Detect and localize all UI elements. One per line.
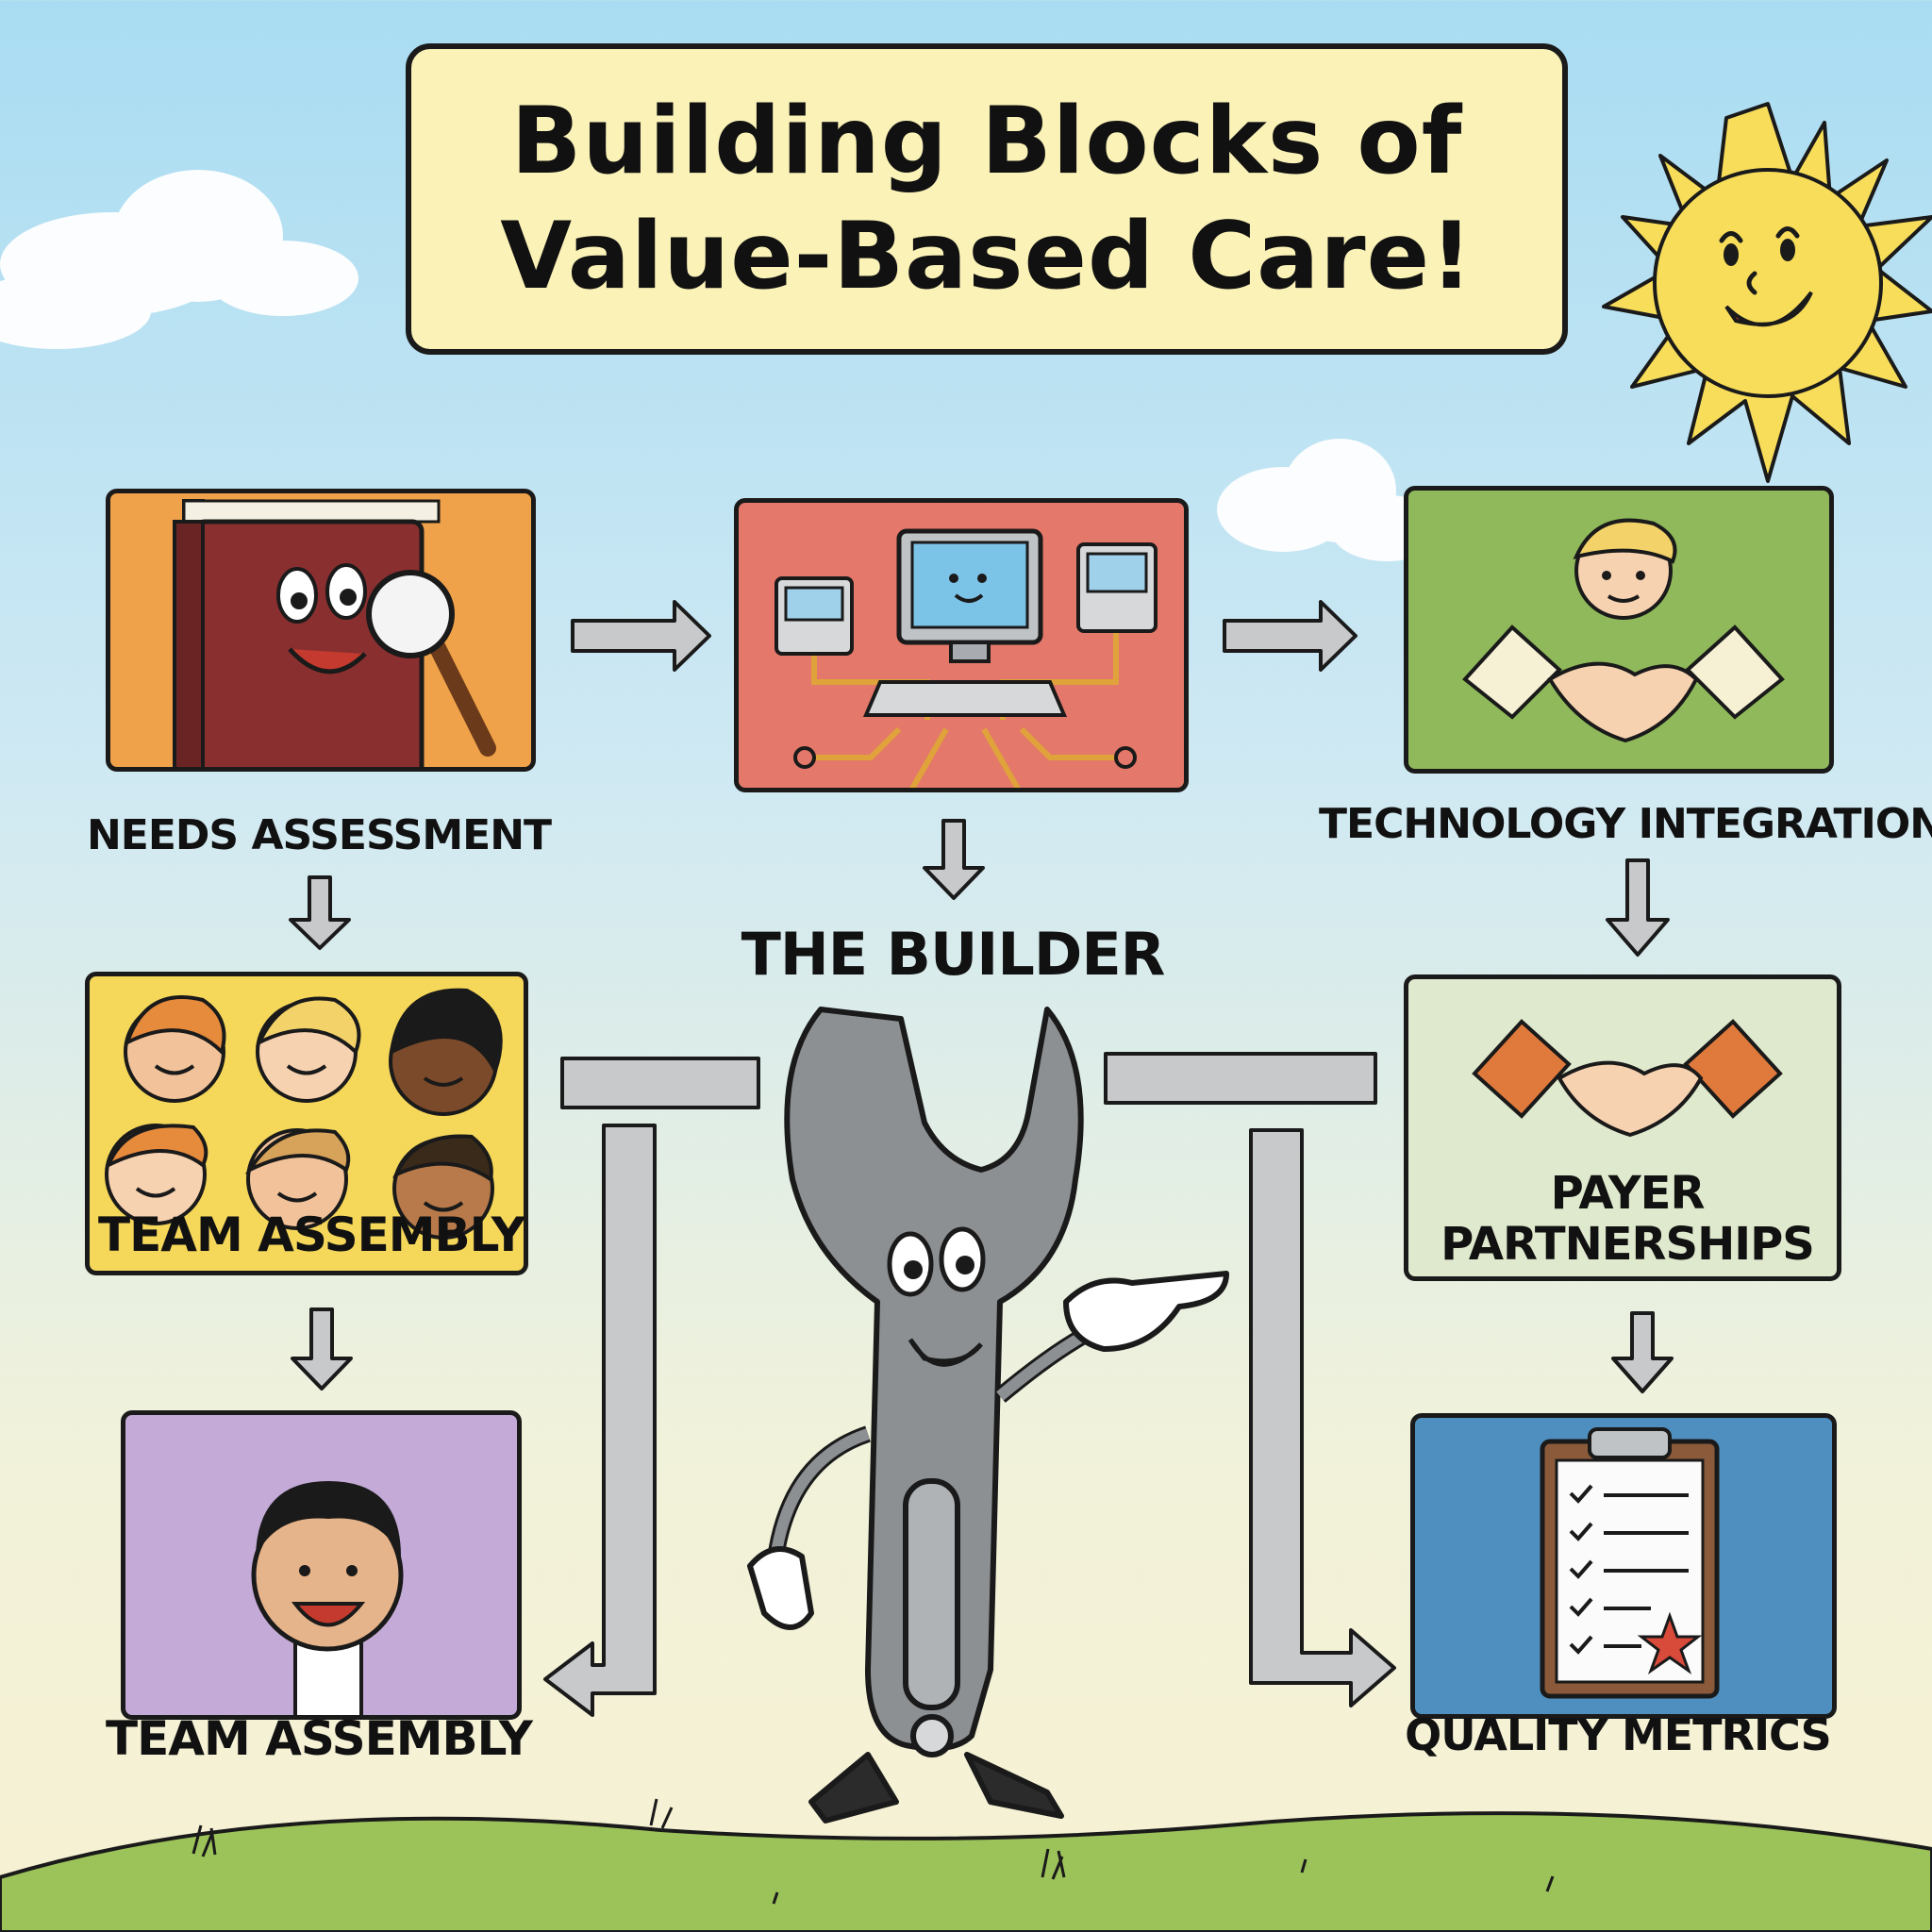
- needs-assessment-block: [106, 489, 536, 772]
- handshake-block: [1404, 486, 1834, 774]
- arrow-down-tech: [1606, 858, 1670, 957]
- the-builder-label: The Builder: [741, 920, 1166, 989]
- arrow-right-1: [571, 600, 711, 672]
- arrow-l-right: [1249, 1128, 1396, 1707]
- arrow-l-left: [543, 1124, 657, 1717]
- team-assembly-label-2: Team Assembly: [106, 1711, 533, 1766]
- title-line-2: Value-Based Care!: [500, 203, 1474, 310]
- connector-right-bar: [1104, 1052, 1377, 1105]
- smiling-sun-icon: [1602, 102, 1932, 483]
- needs-assessment-label: Needs Assessment: [86, 811, 552, 859]
- payer-partnerships-label: Payer Partnerships: [1441, 1167, 1815, 1271]
- team-assembly-block-1: Team Assembly: [85, 972, 528, 1275]
- clipboard-checklist-icon: [1540, 1427, 1720, 1699]
- book-with-magnifier-icon: [173, 499, 496, 767]
- quality-metrics-block: [1410, 1413, 1837, 1719]
- quality-metrics-label: Quality Metrics: [1405, 1709, 1832, 1760]
- handshake-icon-2: [1472, 1019, 1783, 1138]
- computer-network-icon: [774, 528, 1158, 788]
- arrow-right-2: [1223, 600, 1357, 672]
- arrow-down-needs: [289, 875, 351, 950]
- cloud-left: [0, 170, 358, 349]
- team-assembly-label-1: Team Assembly: [98, 1208, 525, 1262]
- wrench-builder-mascot: [747, 1007, 1229, 1824]
- payer-partnerships-block: Payer Partnerships: [1404, 974, 1841, 1281]
- arrow-down-tech-center: [923, 819, 985, 900]
- connector-left-bar: [560, 1057, 760, 1109]
- title-line-1: Building Blocks of: [510, 88, 1463, 195]
- title-banner: Building Blocks of Value-Based Care!: [406, 43, 1568, 355]
- technology-integration-label: Technology Integration: [1319, 800, 1932, 848]
- group-of-children-icon: [105, 988, 503, 1240]
- team-assembly-block-2: [121, 1410, 522, 1720]
- technology-integration-block: [734, 498, 1189, 792]
- handshake-icon: [1462, 518, 1785, 743]
- grass-hill: [0, 1798, 1932, 1932]
- arrow-down-team: [291, 1307, 353, 1391]
- smiling-person-icon: [251, 1481, 404, 1715]
- arrow-down-payer: [1611, 1311, 1674, 1393]
